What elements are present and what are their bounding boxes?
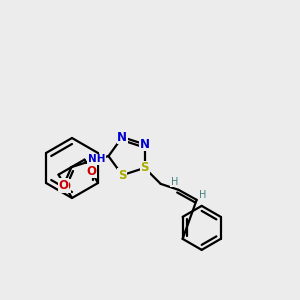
Text: O: O [60, 180, 70, 193]
Text: O: O [58, 178, 68, 192]
Text: N: N [140, 138, 150, 151]
Text: H: H [171, 177, 178, 187]
Text: H: H [199, 190, 206, 200]
Text: S: S [140, 161, 149, 174]
Text: N: N [117, 130, 127, 144]
Text: NH: NH [88, 154, 105, 164]
Text: O: O [86, 165, 96, 178]
Text: S: S [118, 169, 127, 182]
